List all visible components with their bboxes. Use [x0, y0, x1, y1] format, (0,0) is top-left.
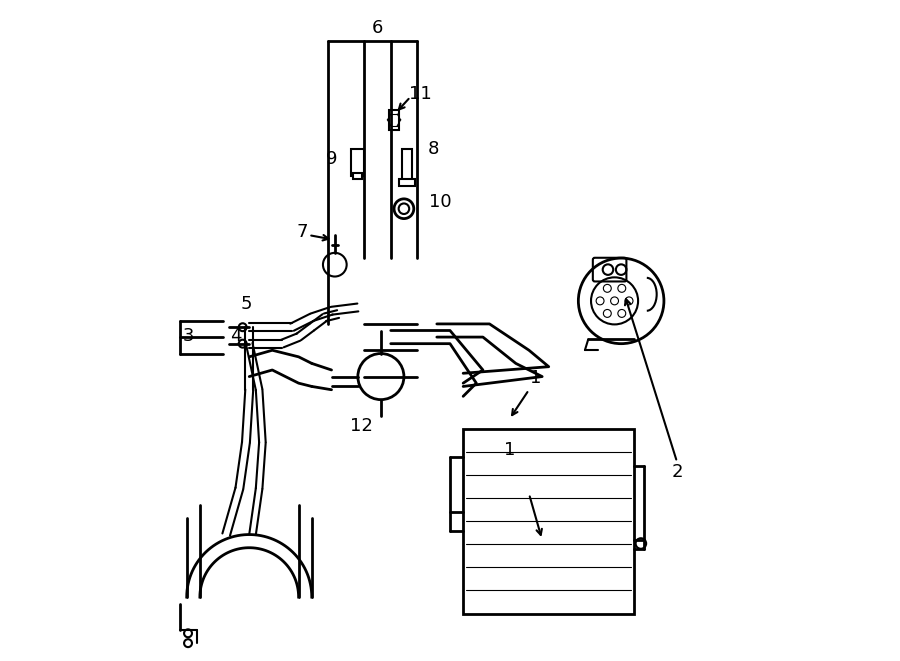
- Bar: [351, 149, 364, 176]
- Bar: [464, 429, 634, 613]
- Text: 10: 10: [428, 193, 452, 211]
- Text: 5: 5: [240, 295, 252, 313]
- Text: 1: 1: [530, 369, 541, 387]
- Text: 11: 11: [409, 85, 432, 102]
- Text: 1: 1: [504, 441, 515, 459]
- Text: 2: 2: [671, 463, 683, 481]
- Text: 12: 12: [350, 417, 373, 435]
- Bar: [353, 173, 363, 179]
- Bar: [402, 149, 412, 182]
- Bar: [389, 110, 400, 130]
- Text: 3: 3: [183, 327, 194, 345]
- Bar: [400, 179, 415, 186]
- Text: 6: 6: [372, 19, 383, 37]
- Text: 7: 7: [296, 223, 308, 241]
- Text: 4: 4: [230, 327, 242, 345]
- Text: 9: 9: [326, 150, 338, 169]
- Text: 8: 8: [428, 141, 439, 159]
